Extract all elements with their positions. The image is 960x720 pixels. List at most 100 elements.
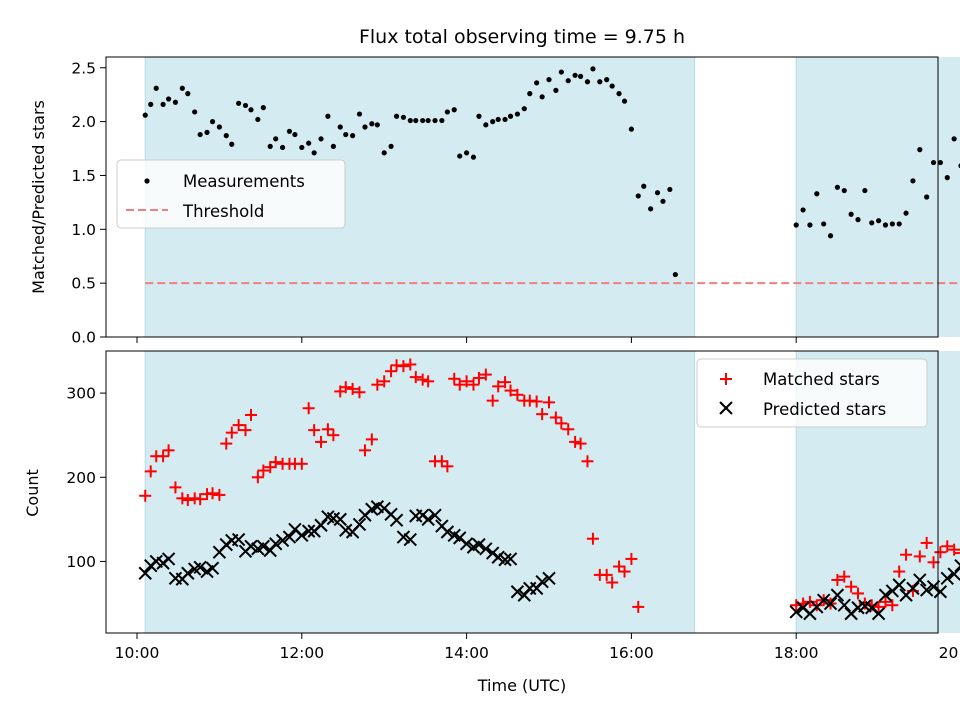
y-tick-label: 2.5 xyxy=(71,59,96,77)
matched-star-point xyxy=(397,360,410,373)
predicted-star-point xyxy=(947,567,960,581)
matched-star-point xyxy=(448,372,461,385)
measurement-point xyxy=(374,122,380,128)
predicted-star-point xyxy=(919,583,934,597)
matched-star-point xyxy=(549,411,562,424)
matched-star-point xyxy=(269,456,282,469)
predicted-star-point xyxy=(913,573,927,587)
predicted-star-point xyxy=(940,571,954,585)
x-tick-label: 16:00 xyxy=(609,644,654,662)
measurement-point xyxy=(641,183,647,189)
predicted-star-point xyxy=(440,525,455,539)
matched-star-point xyxy=(479,368,492,381)
matched-star-point xyxy=(327,429,340,442)
measurement-point xyxy=(165,96,172,102)
predicted-star-point xyxy=(954,558,960,573)
measurement-point xyxy=(388,143,394,149)
matched-star-point xyxy=(315,435,328,448)
x-axis-label: Time (UTC) xyxy=(477,676,566,695)
matched-star-point xyxy=(893,565,906,578)
matched-star-point xyxy=(831,573,844,586)
measurement-point xyxy=(153,85,159,91)
matched-star-point xyxy=(213,488,226,501)
matched-star-point xyxy=(586,532,599,545)
predicted-star-point xyxy=(295,528,309,543)
predicted-star-point xyxy=(314,518,328,532)
chart-title: Flux total observing time = 9.75 h xyxy=(359,26,685,48)
measurement-point xyxy=(930,159,937,166)
measurement-point xyxy=(393,113,400,119)
matched-star-point xyxy=(499,376,512,389)
measurement-point xyxy=(330,143,336,149)
matched-star-point xyxy=(220,437,233,450)
tick-labels: 0.0 0.5 1.0 1.5 2.0 2.5 100 200 300 10:00 12:00 14:… xyxy=(66,59,960,662)
legend-matched-label: Matched stars xyxy=(763,370,880,389)
y-tick-label: 300 xyxy=(66,385,96,403)
measurement-point xyxy=(432,117,438,124)
measurement-point xyxy=(648,206,654,212)
measurement-point xyxy=(236,100,242,106)
matched-star-point xyxy=(472,371,485,384)
legend-predicted-marker xyxy=(719,401,733,415)
predicted-star-point xyxy=(282,530,297,544)
predicted-star-point xyxy=(871,606,886,621)
predicted-star-point xyxy=(333,512,347,527)
measurement-point xyxy=(896,221,902,227)
measurement-point xyxy=(855,217,861,223)
measurement-point xyxy=(667,186,673,193)
measurement-point xyxy=(521,106,527,112)
matched-star-point xyxy=(251,471,264,484)
measurement-point xyxy=(834,184,841,190)
axis-ticks xyxy=(100,67,797,639)
y-tick-label: 200 xyxy=(66,469,96,487)
measurement-point xyxy=(807,222,813,228)
measurement-point xyxy=(407,117,413,124)
measurement-point xyxy=(142,112,148,118)
measurement-point xyxy=(197,131,203,138)
matched-star-point xyxy=(378,375,391,388)
matched-star-point xyxy=(613,560,626,573)
matched-star-point xyxy=(492,380,505,393)
measurement-point xyxy=(279,144,286,151)
measurement-point xyxy=(209,119,216,125)
measurement-point xyxy=(821,221,827,227)
measurement-point xyxy=(862,187,868,194)
matched-star-point xyxy=(441,460,454,473)
measurement-point xyxy=(267,143,273,149)
predicted-star-point xyxy=(459,537,474,551)
predicted-star-point xyxy=(789,605,803,619)
measurement-point xyxy=(451,107,457,113)
predicted-star-point xyxy=(823,596,838,611)
matched-star-point xyxy=(225,426,238,439)
matched-star-point xyxy=(569,435,582,448)
measurement-point xyxy=(672,271,678,278)
matched-star-point xyxy=(486,394,499,407)
matched-star-point xyxy=(194,493,207,506)
matched-star-point xyxy=(460,375,473,388)
legend-threshold-label: Threshold xyxy=(182,202,264,221)
predicted-star-point xyxy=(301,524,316,538)
measurement-point xyxy=(216,124,222,130)
measurement-point xyxy=(635,193,641,199)
measurement-point xyxy=(924,194,930,200)
measurement-point xyxy=(514,111,521,117)
matched-star-point xyxy=(346,382,359,395)
measurement-point xyxy=(937,159,944,166)
measurement-point xyxy=(490,119,496,125)
predicted-star-point xyxy=(503,552,518,566)
matched-star-point xyxy=(886,599,899,612)
matched-star-point xyxy=(308,424,321,437)
predicted-star-point xyxy=(138,566,152,580)
matched-star-point xyxy=(900,548,913,561)
matched-star-point xyxy=(453,378,466,391)
matched-star-point xyxy=(144,465,157,478)
measurement-point xyxy=(337,124,343,130)
predicted-star-point xyxy=(878,588,893,602)
y-tick-label: 1.5 xyxy=(71,167,96,185)
matched-star-point xyxy=(157,450,170,463)
predicted-star-point xyxy=(428,508,442,522)
measurement-point xyxy=(185,91,191,97)
measurement-point xyxy=(311,150,317,156)
measurement-point xyxy=(325,113,331,119)
measurement-point xyxy=(917,147,923,153)
